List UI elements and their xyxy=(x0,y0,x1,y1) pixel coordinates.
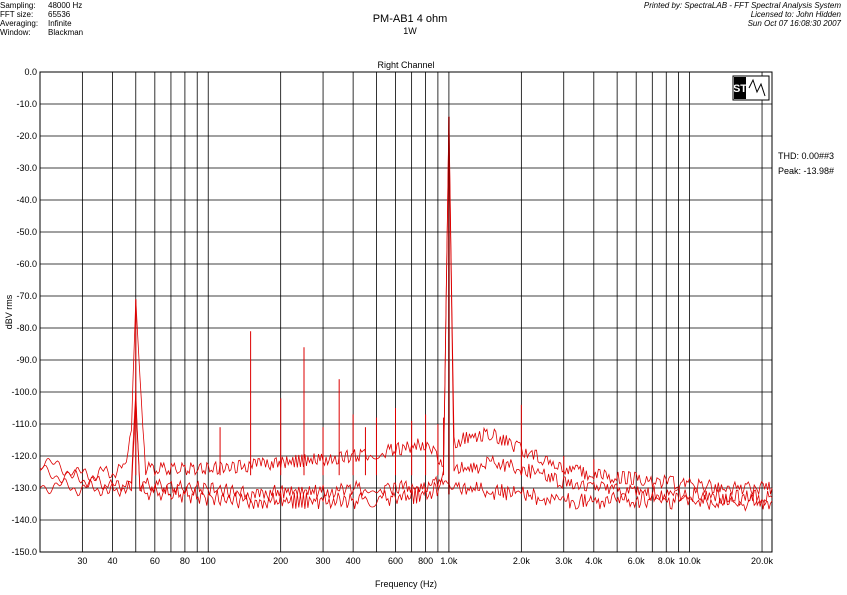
print-info: Printed by: SpectraLAB - FFT Spectral An… xyxy=(644,1,841,28)
x-tick-label: 600 xyxy=(388,556,403,566)
x-tick-label: 3.0k xyxy=(555,556,573,566)
y-tick-label: -120.0 xyxy=(11,451,37,461)
x-tick-label: 8.0k xyxy=(658,556,676,566)
printed-by: Printed by: SpectraLAB - FFT Spectral An… xyxy=(643,1,841,10)
plot-frame xyxy=(39,71,773,553)
logo-block xyxy=(734,77,746,99)
averaging-label: Averaging: xyxy=(0,19,39,28)
sampling-value: 48000 Hz xyxy=(48,1,83,10)
licensed-to: Licensed to: John Hidden xyxy=(750,10,841,19)
y-tick-label: -60.0 xyxy=(16,259,37,269)
x-tick-label: 6.0k xyxy=(628,556,646,566)
chart-title: PM-AB1 4 ohm xyxy=(372,13,448,25)
window-label: Window: xyxy=(0,28,31,37)
x-tick-label: 4.0k xyxy=(585,556,603,566)
sampling-label: Sampling: xyxy=(0,1,36,10)
measurement-settings: Sampling: 48000 Hz FFT size: 65536 Averagi… xyxy=(0,1,83,37)
y-tick-label: -90.0 xyxy=(16,355,37,365)
x-tick-label: 200 xyxy=(273,556,288,566)
chart-subtitle: 1W xyxy=(403,26,417,36)
x-axis-label: Frequency (Hz) xyxy=(375,579,437,589)
x-tick-label: 100 xyxy=(201,556,216,566)
y-tick-label: -130.0 xyxy=(11,483,37,493)
x-tick-label: 20.0k xyxy=(751,556,774,566)
y-tick-label: -40.0 xyxy=(16,195,37,205)
y-tick-label: 0.0 xyxy=(24,67,37,77)
x-tick-label: 40 xyxy=(107,556,117,566)
spectrum-trace xyxy=(39,116,773,496)
y-tick-label: -20.0 xyxy=(16,131,37,141)
y-tick-label: -140.0 xyxy=(11,515,37,525)
x-tick-label: 1.0k xyxy=(440,556,458,566)
x-tick-label: 800 xyxy=(418,556,433,566)
spectrum-trace xyxy=(39,119,773,507)
x-tick-label: 10.0k xyxy=(679,556,702,566)
y-tick-label: -150.0 xyxy=(11,547,37,557)
fft-size-value: 65536 xyxy=(48,10,71,19)
y-tick-label: -110.0 xyxy=(12,419,37,429)
logo-text: ST xyxy=(733,83,747,95)
y-tick-label: -10.0 xyxy=(16,99,37,109)
channel-label: Right Channel xyxy=(377,60,434,70)
x-tick-label: 300 xyxy=(316,556,331,566)
y-tick-label: -50.0 xyxy=(16,227,37,237)
y-tick-label: -80.0 xyxy=(16,323,37,333)
y-tick-label: -30.0 xyxy=(16,163,37,173)
x-tick-label: 80 xyxy=(180,556,190,566)
window-value: Blackman xyxy=(48,28,84,37)
x-tick-label: 400 xyxy=(346,556,361,566)
st-logo-icon: ST xyxy=(732,75,770,101)
x-tick-label: 2.0k xyxy=(513,556,531,566)
y-tick-label: -70.0 xyxy=(16,291,37,301)
x-tick-label: 60 xyxy=(150,556,160,566)
y-tick-label: -100.0 xyxy=(11,387,37,397)
fft-size-label: FFT size: xyxy=(0,10,34,19)
logo-wave xyxy=(748,78,766,97)
y-axis-label: dBV rms xyxy=(4,294,14,329)
thd-readout: THD: 0.00##3 xyxy=(778,151,835,161)
peak-readout: Peak: -13.98# xyxy=(778,166,835,176)
spectrum-trace xyxy=(39,398,773,512)
print-date: Sun Oct 07 16:08:30 2007 xyxy=(747,19,841,28)
averaging-value: Infinite xyxy=(48,19,72,28)
x-tick-label: 30 xyxy=(77,556,87,566)
